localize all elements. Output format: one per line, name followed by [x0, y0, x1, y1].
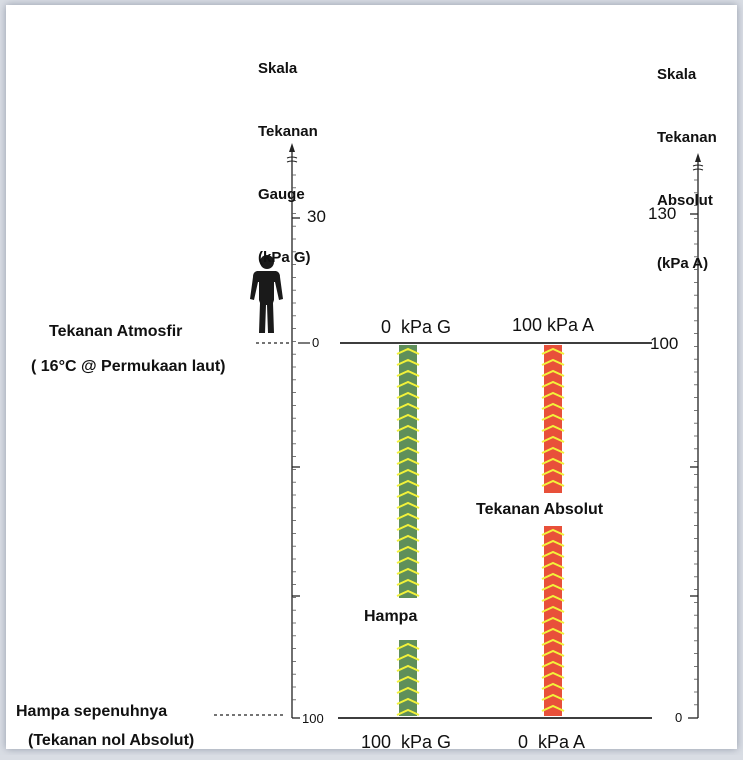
absolute-bar-lower — [541, 526, 565, 716]
zero-gauge-label: 0 kPa G — [381, 317, 452, 337]
vacuum-bar-lower — [396, 640, 420, 716]
right-scale-minor-ticks — [694, 179, 698, 706]
right-title-line-1: Skala — [657, 66, 697, 83]
atmosphere-label: Tekanan Atmosfir — [49, 323, 183, 340]
left-title-line-3: Gauge — [258, 186, 305, 203]
right-title-line-4: (kPa A) — [657, 255, 709, 272]
left-tick-30: 30 — [307, 207, 326, 226]
right-title-line-2: Tekanan — [657, 129, 717, 146]
left-scale-title: Skala Tekanan Gauge (kPa G) — [258, 16, 318, 289]
absolute-pressure-label: Tekanan Absolut — [476, 501, 604, 518]
absolute-bar-upper — [541, 345, 565, 493]
right-scale-title: Skala Tekanan Absolut (kPa A) — [657, 22, 717, 295]
right-tick-0: 0 — [675, 710, 683, 725]
vacuum-bar-upper — [396, 345, 420, 598]
left-tick-100: 100 — [302, 711, 324, 726]
person-silhouette-icon — [250, 255, 283, 333]
right-tick-100: 100 — [650, 334, 679, 353]
vacuum-label: Hampa — [364, 608, 418, 625]
hundred-gauge-label: 100 kPa G — [361, 732, 452, 752]
diagram-panel — [6, 5, 737, 749]
hundred-abs-label: 100 kPa A — [512, 315, 595, 335]
left-title-line-1: Skala — [258, 60, 298, 77]
pressure-bars — [396, 345, 565, 716]
full-vacuum-label: Hampa sepenuhnya — [16, 703, 168, 720]
full-vacuum-note: (Tekanan nol Absolut) — [28, 732, 195, 749]
atmosphere-note: ( 16°C @ Permukaan laut) — [31, 358, 226, 375]
left-title-line-4: (kPa G) — [258, 249, 311, 266]
left-title-line-2: Tekanan — [258, 123, 318, 140]
right-title-line-3: Absolut — [657, 192, 713, 209]
left-tick-0: 0 — [312, 335, 320, 350]
zero-abs-label: 0 kPa A — [518, 732, 586, 752]
right-scale-axis — [688, 153, 704, 719]
right-tick-130: 130 — [648, 204, 677, 223]
left-scale-minor-ticks — [292, 174, 296, 701]
